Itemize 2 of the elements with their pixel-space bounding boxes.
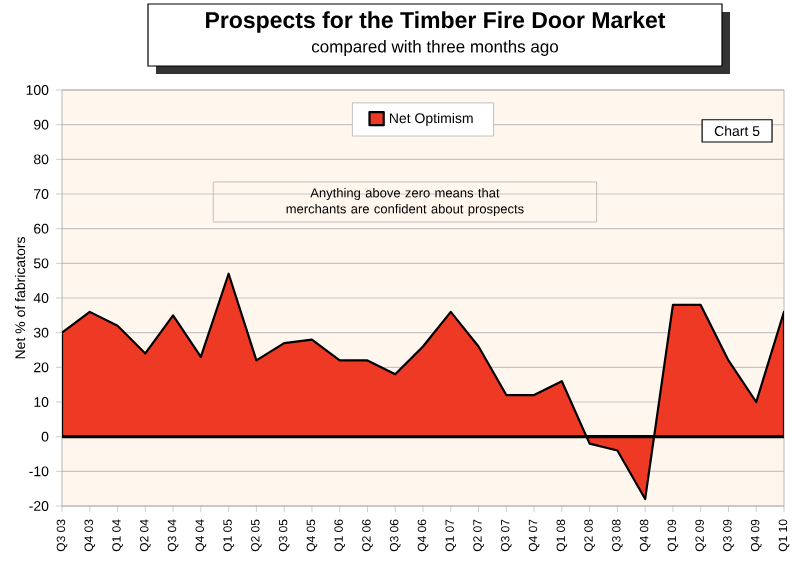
chart-title: Prospects for the Timber Fire Door Market xyxy=(206,11,666,33)
chart-subtitle: compared with three months ago xyxy=(311,40,559,56)
